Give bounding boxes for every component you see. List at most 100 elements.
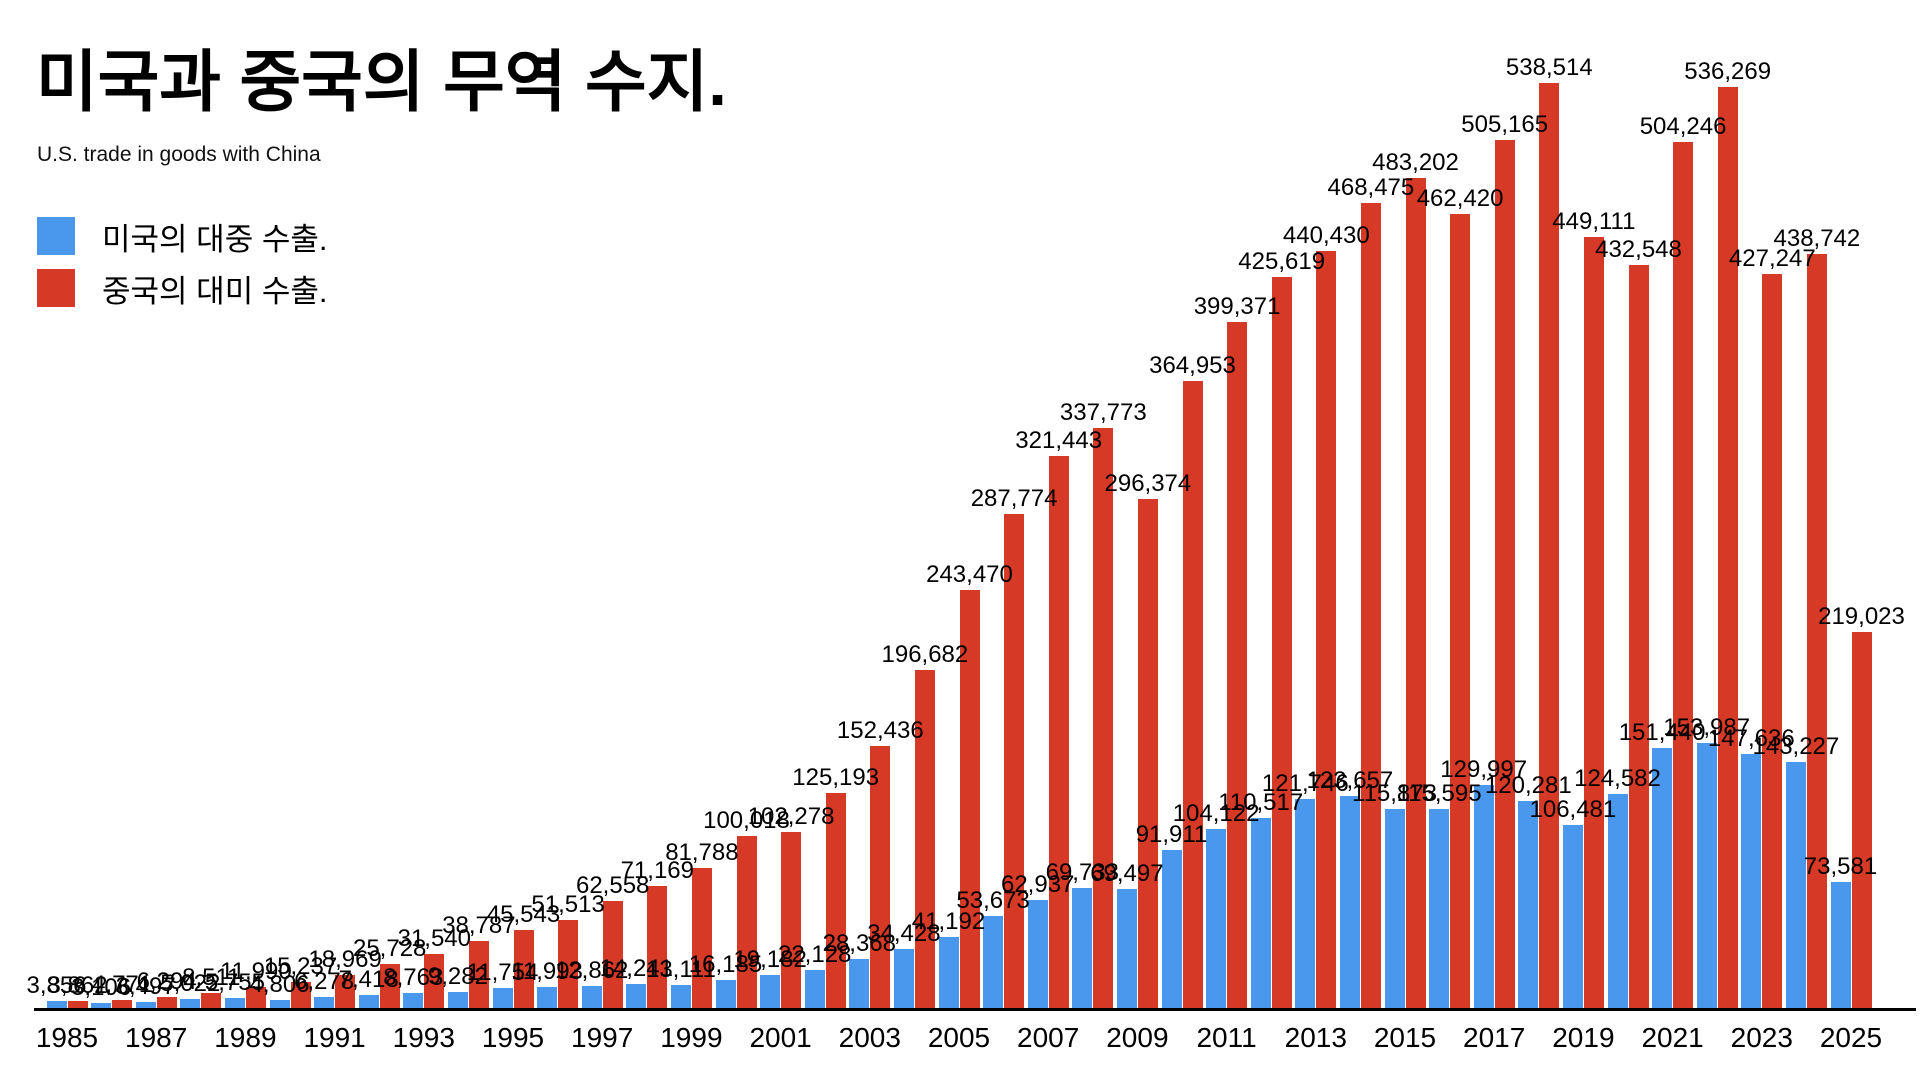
bar-value-china-exports-1991: 18,969 — [308, 946, 382, 973]
x-tick-2021: 2021 — [1641, 1022, 1704, 1053]
bar-value-us-exports-2023: 147,636 — [1707, 725, 1795, 752]
bar-value-china-exports-1992: 25,728 — [352, 935, 427, 962]
bar-us-exports-2017 — [1473, 785, 1494, 1008]
bar-value-us-exports-2000: 16,185 — [688, 951, 763, 978]
bar-value-china-exports-2017: 505,165 — [1461, 111, 1549, 138]
bar-us-exports-2020 — [1607, 794, 1628, 1008]
bar-china-exports-2004 — [914, 670, 935, 1008]
bar-value-us-exports-1988: 5,022 — [160, 970, 221, 997]
legend-swatch-china-exports — [37, 269, 75, 307]
bar-value-us-exports-2012: 110,517 — [1218, 789, 1304, 816]
chart-title: 미국과 중국의 무역 수지. — [36, 45, 727, 120]
bar-value-us-exports-2025: 73,581 — [1803, 853, 1878, 880]
bar-value-us-exports-2006: 53,673 — [956, 887, 1030, 914]
bar-value-us-exports-2005: 41,192 — [911, 908, 986, 935]
bar-value-china-exports-1986: 4,771 — [92, 971, 153, 998]
bar-value-china-exports-1995: 45,543 — [486, 901, 561, 928]
bar-china-exports-2005 — [959, 590, 980, 1008]
bar-value-us-exports-2008: 69,733 — [1045, 859, 1119, 886]
bar-value-china-exports-1993: 31,540 — [397, 925, 471, 952]
bar-us-exports-2007 — [1027, 900, 1048, 1008]
bar-value-china-exports-2002: 125,193 — [792, 764, 880, 791]
bar-us-exports-2019 — [1562, 825, 1583, 1008]
x-tick-2025: 2025 — [1819, 1022, 1883, 1053]
bar-us-exports-1993 — [403, 993, 424, 1008]
bar-china-exports-2011 — [1227, 322, 1248, 1008]
bar-value-us-exports-1994: 9,282 — [427, 963, 488, 990]
x-tick-1997: 1997 — [571, 1022, 634, 1053]
bar-value-china-exports-2011: 399,371 — [1193, 293, 1281, 320]
legend-label-us-exports: 미국의 대중 수출. — [102, 221, 328, 257]
bar-us-exports-1988 — [180, 999, 201, 1008]
bar-us-exports-1997 — [581, 986, 602, 1008]
bar-value-china-exports-1985: 3,862 — [47, 972, 108, 999]
bar-us-exports-1990 — [269, 1000, 290, 1008]
bar-china-exports-2016 — [1450, 214, 1471, 1008]
bar-value-china-exports-2025: 219,023 — [1818, 603, 1905, 630]
bar-value-us-exports-1999: 13,111 — [645, 956, 716, 983]
bar-value-us-exports-2018: 120,281 — [1484, 772, 1572, 799]
bar-value-us-exports-1996: 11,993 — [511, 958, 583, 985]
bar-us-exports-2008 — [1072, 888, 1093, 1008]
bar-us-exports-2006 — [983, 916, 1004, 1008]
bar-value-china-exports-1989: 11,990 — [220, 958, 292, 985]
bar-value-us-exports-1986: 3,106 — [71, 974, 132, 1001]
bar-value-us-exports-2003: 28,368 — [822, 930, 896, 957]
bar-us-exports-2013 — [1295, 799, 1316, 1008]
bar-china-exports-2008 — [1093, 428, 1114, 1008]
bar-value-china-exports-2014: 468,475 — [1327, 174, 1415, 201]
bar-value-us-exports-2004: 34,428 — [867, 920, 941, 947]
bar-china-exports-1987 — [156, 997, 177, 1008]
chart-subtitle: U.S. trade in goods with China — [37, 143, 321, 166]
bar-china-exports-2023 — [1762, 274, 1783, 1008]
bar-value-us-exports-1992: 7,418 — [338, 966, 399, 993]
bar-us-exports-2024 — [1785, 762, 1806, 1008]
bar-china-exports-1986 — [112, 1000, 133, 1008]
bar-value-us-exports-1987: 3,497 — [115, 973, 176, 1000]
bar-us-exports-1998 — [626, 984, 647, 1008]
bar-china-exports-1997 — [602, 901, 623, 1008]
bar-us-exports-2023 — [1741, 754, 1762, 1008]
bar-value-china-exports-2015: 483,202 — [1372, 149, 1459, 176]
bar-china-exports-2006 — [1004, 514, 1025, 1008]
bar-value-us-exports-2002: 22,128 — [777, 941, 852, 968]
bar-value-us-exports-2016: 115,595 — [1396, 780, 1482, 807]
x-tick-2007: 2007 — [1017, 1022, 1080, 1053]
bar-value-china-exports-2009: 296,374 — [1104, 470, 1192, 497]
bar-value-us-exports-2013: 121,746 — [1261, 770, 1349, 797]
bar-china-exports-2000 — [736, 836, 757, 1008]
bar-us-exports-2004 — [893, 949, 914, 1008]
bar-us-exports-1995 — [492, 988, 513, 1008]
bar-us-exports-2018 — [1518, 801, 1539, 1008]
x-tick-2013: 2013 — [1284, 1022, 1347, 1053]
bar-us-exports-1992 — [358, 995, 379, 1008]
bar-china-exports-2012 — [1271, 277, 1292, 1008]
bar-value-china-exports-2008: 337,773 — [1059, 399, 1147, 426]
bar-us-exports-1999 — [670, 985, 691, 1008]
bar-china-exports-2009 — [1137, 499, 1158, 1008]
bar-china-exports-1990 — [290, 982, 311, 1008]
bar-us-exports-1987 — [135, 1002, 156, 1008]
bar-us-exports-2002 — [804, 970, 825, 1008]
bar-us-exports-2021 — [1652, 748, 1673, 1008]
bar-us-exports-2025 — [1830, 882, 1851, 1008]
bar-value-us-exports-2024: 143,227 — [1752, 733, 1840, 760]
bar-china-exports-2010 — [1182, 381, 1203, 1008]
bar-us-exports-1985 — [46, 1001, 67, 1008]
legend-item-china-exports: 중국의 대미 수출. — [37, 262, 327, 314]
bar-value-china-exports-2024: 438,742 — [1773, 225, 1861, 252]
bar-value-china-exports-2019: 449,111 — [1552, 208, 1636, 235]
bar-china-exports-2015 — [1405, 178, 1426, 1008]
x-tick-1991: 1991 — [303, 1022, 366, 1053]
x-tick-2003: 2003 — [838, 1022, 901, 1053]
bar-value-china-exports-2018: 538,514 — [1505, 54, 1593, 81]
bar-china-exports-2024 — [1806, 254, 1827, 1008]
legend-item-us-exports: 미국의 대중 수출. — [37, 210, 327, 262]
bar-china-exports-1985 — [67, 1001, 88, 1008]
bar-us-exports-2010 — [1161, 850, 1182, 1008]
bar-us-exports-1986 — [91, 1003, 112, 1008]
bar-china-exports-2022 — [1717, 87, 1738, 1008]
bar-value-us-exports-2009: 69,497 — [1090, 860, 1164, 887]
